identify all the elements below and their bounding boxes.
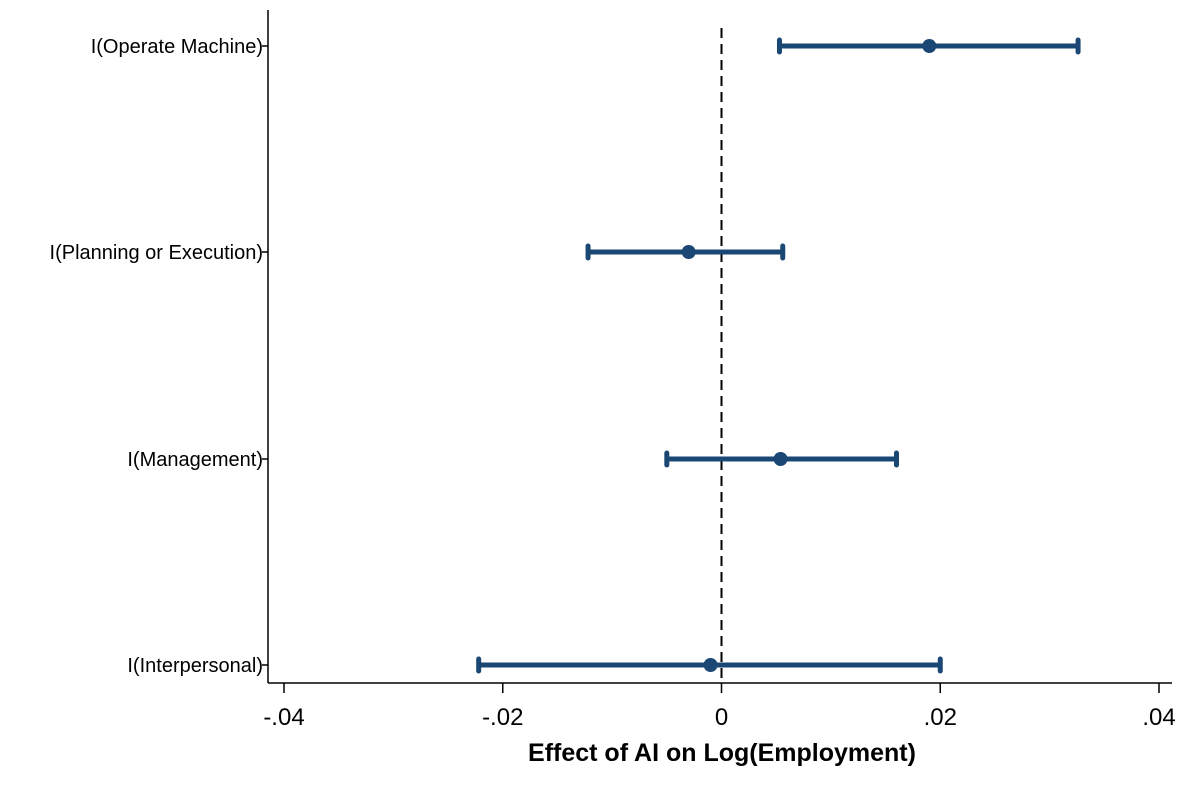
category-label: I(Planning or Execution)	[50, 242, 263, 264]
x-tick-label: 0	[715, 704, 728, 731]
axes	[262, 10, 1172, 684]
point-estimate	[703, 658, 718, 672]
x-tick-label: -.02	[482, 704, 523, 731]
x-tick-label: -.04	[263, 704, 304, 731]
plot-marks	[476, 37, 1081, 674]
category-labels: I(Operate Machine) I(Planning or Executio…	[50, 36, 263, 677]
x-tick-label: .04	[1142, 704, 1175, 731]
category-label: I(Interpersonal)	[127, 655, 263, 677]
category-label: I(Operate Machine)	[91, 36, 263, 58]
x-axis-ticks: -.04 -.02 0 .02 .04	[263, 683, 1176, 731]
x-tick-label: .02	[924, 704, 957, 731]
category-label: I(Management)	[127, 449, 263, 471]
point-estimate	[922, 39, 937, 53]
x-axis-title: Effect of AI on Log(Employment)	[528, 739, 916, 767]
point-estimate	[773, 452, 788, 466]
point-estimate	[681, 245, 696, 259]
